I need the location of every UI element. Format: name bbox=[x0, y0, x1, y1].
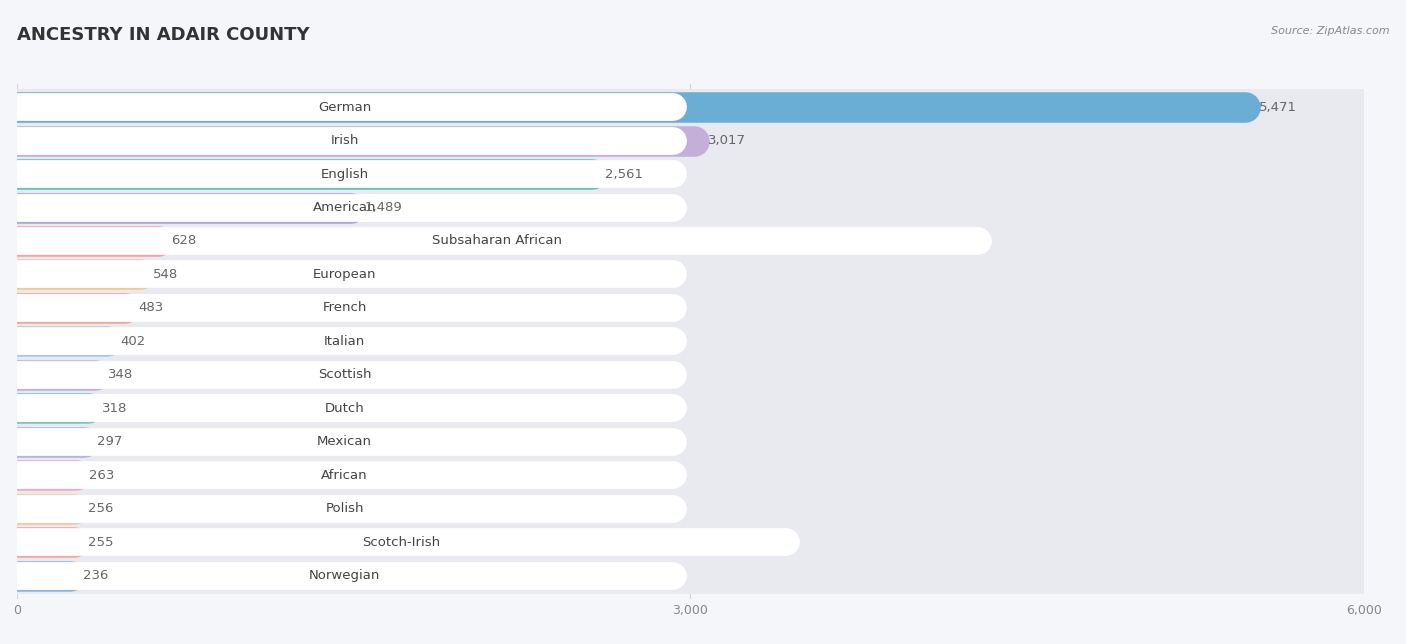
Text: 348: 348 bbox=[108, 368, 134, 381]
Text: African: African bbox=[322, 469, 368, 482]
Text: 548: 548 bbox=[153, 268, 179, 281]
Text: 255: 255 bbox=[87, 536, 112, 549]
Text: 628: 628 bbox=[172, 234, 197, 247]
Text: 263: 263 bbox=[90, 469, 115, 482]
Text: 1,489: 1,489 bbox=[364, 201, 402, 214]
Text: Scotch-Irish: Scotch-Irish bbox=[363, 536, 440, 549]
Text: Polish: Polish bbox=[325, 502, 364, 515]
Text: 402: 402 bbox=[121, 335, 146, 348]
Text: 256: 256 bbox=[87, 502, 114, 515]
Text: French: French bbox=[322, 301, 367, 314]
Text: Dutch: Dutch bbox=[325, 402, 364, 415]
Text: Mexican: Mexican bbox=[318, 435, 373, 448]
Text: 236: 236 bbox=[83, 569, 108, 582]
Text: 297: 297 bbox=[97, 435, 122, 448]
Text: 3,017: 3,017 bbox=[707, 134, 745, 147]
Text: 483: 483 bbox=[139, 301, 165, 314]
Text: Scottish: Scottish bbox=[318, 368, 371, 381]
Text: 5,471: 5,471 bbox=[1258, 100, 1296, 113]
Text: Irish: Irish bbox=[330, 134, 359, 147]
Text: ANCESTRY IN ADAIR COUNTY: ANCESTRY IN ADAIR COUNTY bbox=[17, 26, 309, 44]
Text: Italian: Italian bbox=[323, 335, 366, 348]
Text: 318: 318 bbox=[101, 402, 127, 415]
Text: Norwegian: Norwegian bbox=[309, 569, 381, 582]
Text: American: American bbox=[314, 201, 377, 214]
Text: 2,561: 2,561 bbox=[605, 167, 644, 180]
Text: Subsaharan African: Subsaharan African bbox=[432, 234, 562, 247]
Text: Source: ZipAtlas.com: Source: ZipAtlas.com bbox=[1271, 26, 1389, 36]
Text: German: German bbox=[318, 100, 371, 113]
Text: English: English bbox=[321, 167, 368, 180]
Text: European: European bbox=[314, 268, 377, 281]
